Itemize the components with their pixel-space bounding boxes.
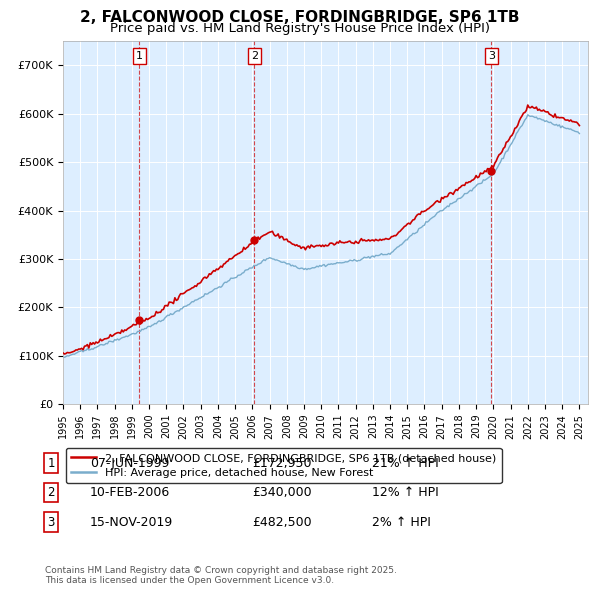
Text: £340,000: £340,000 [252, 486, 311, 499]
Text: 07-JUN-1999: 07-JUN-1999 [90, 457, 169, 470]
Text: 10-FEB-2006: 10-FEB-2006 [90, 486, 170, 499]
Legend: 2, FALCONWOOD CLOSE, FORDINGBRIDGE, SP6 1TB (detached house), HPI: Average price: 2, FALCONWOOD CLOSE, FORDINGBRIDGE, SP6 … [66, 448, 502, 483]
Text: £482,500: £482,500 [252, 516, 311, 529]
Text: 1: 1 [47, 457, 55, 470]
Text: 2, FALCONWOOD CLOSE, FORDINGBRIDGE, SP6 1TB: 2, FALCONWOOD CLOSE, FORDINGBRIDGE, SP6 … [80, 10, 520, 25]
Text: 12% ↑ HPI: 12% ↑ HPI [372, 486, 439, 499]
Text: 3: 3 [488, 51, 495, 61]
Text: 2: 2 [47, 486, 55, 499]
Text: Price paid vs. HM Land Registry's House Price Index (HPI): Price paid vs. HM Land Registry's House … [110, 22, 490, 35]
Text: £172,950: £172,950 [252, 457, 311, 470]
Text: 3: 3 [47, 516, 55, 529]
Text: 1: 1 [136, 51, 143, 61]
Text: 2: 2 [251, 51, 258, 61]
Text: 15-NOV-2019: 15-NOV-2019 [90, 516, 173, 529]
Text: 2% ↑ HPI: 2% ↑ HPI [372, 516, 431, 529]
Text: 21% ↑ HPI: 21% ↑ HPI [372, 457, 439, 470]
Text: Contains HM Land Registry data © Crown copyright and database right 2025.
This d: Contains HM Land Registry data © Crown c… [45, 566, 397, 585]
